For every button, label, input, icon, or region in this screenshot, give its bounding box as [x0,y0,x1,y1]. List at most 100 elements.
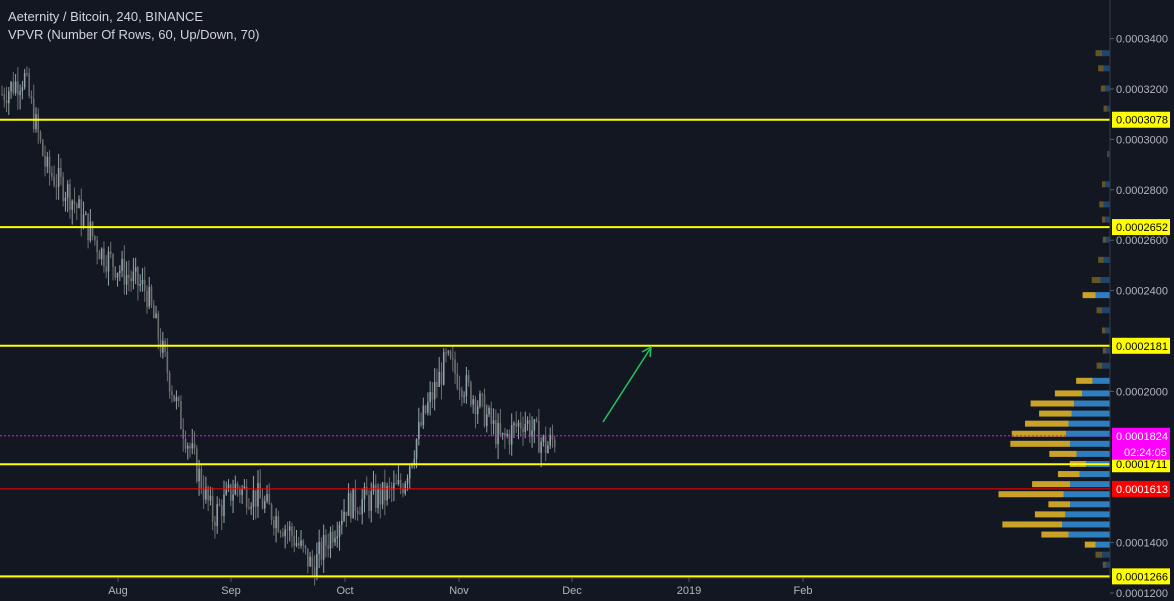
candle-140 [318,529,320,569]
vp-row-down-10 [1091,277,1101,284]
candle-202 [458,375,461,400]
candle-64 [146,285,148,314]
candle-102 [232,479,234,514]
current-price-tag: 0.0001824 02:24:05 [1112,427,1170,460]
level-tag-1: 0.0002652 [1112,219,1170,236]
candle-195 [442,348,445,386]
vp-row-up-11 [1095,292,1110,299]
candle-127 [288,520,291,542]
candle-152 [345,511,348,528]
time-axis[interactable]: Aug Sep Oct Nov Dec 2019 Feb [0,577,1110,597]
candle-21 [48,150,51,186]
candle-26 [60,158,62,186]
candle-159 [361,488,363,525]
candle-33 [75,202,78,221]
x-tick-labels: Aug Sep Oct Nov Dec 2019 Feb [108,578,812,597]
candle-142 [322,524,325,573]
candle-108 [245,479,248,515]
svg-text:0.0001824: 0.0001824 [1116,431,1168,443]
candle-198 [449,349,452,360]
candle-89 [202,475,205,509]
candle-230 [522,416,524,446]
x-tick-2019: 2019 [677,585,701,597]
candle-115 [261,488,264,510]
level-tag-3: 0.0001711 [1112,456,1170,473]
candle-9 [21,80,24,100]
candle-121 [275,508,277,543]
candle-76 [173,394,175,403]
candle-231 [524,411,527,439]
level-tag-2: 0.0002181 [1112,337,1170,354]
candle-177 [402,483,404,498]
candle-221 [501,432,504,440]
candle-5 [12,71,15,96]
candle-199 [451,345,454,372]
candle-203 [461,386,463,406]
candle-36 [82,201,85,230]
green-up-arrow[interactable] [602,345,652,423]
candle-201 [456,362,459,391]
horizontal-levels[interactable] [0,118,1110,578]
candle-180 [408,464,411,489]
svg-text:0.0003078: 0.0003078 [1116,115,1168,127]
candle-11 [26,66,28,77]
candle-24 [55,173,58,200]
vp-row-down-32 [1084,541,1096,548]
candle-67 [152,300,155,319]
candle-81 [184,430,187,453]
indicator-legend[interactable]: VPVR (Number Of Rows, 60, Up/Down, 70) [8,27,260,42]
price-axis[interactable]: 0.0003400 0.0003200 0.0003000 0.0002800 0.00… [1109,0,1168,600]
candle-22 [51,166,53,181]
vp-row-up-23 [1076,450,1110,457]
vp-row-up-19 [1071,410,1110,417]
x-tick-Nov: Nov [449,585,469,597]
candle-0 [1,85,3,97]
vp-row-down-5 [1101,181,1106,188]
vp-row-up-30 [1062,521,1110,528]
symbol-title[interactable]: Aeternity / Bitcoin, 240, BINANCE [8,9,204,24]
vp-row-up-28 [1070,501,1110,508]
candle-110 [250,502,252,515]
candle-170 [386,482,388,506]
vp-row-up-7 [1105,216,1110,223]
level-tag-0: 0.0003078 [1112,111,1170,128]
candle-92 [209,486,212,506]
candle-46 [105,255,108,279]
candle-133 [302,539,305,553]
candle-18 [41,138,44,157]
candle-1 [3,87,6,108]
candle-215 [488,405,490,418]
vp-row-down-34 [1102,561,1107,568]
candle-190 [431,382,434,409]
vp-row-up-18 [1074,400,1110,407]
y-tick-7: 0.0001400 [1116,538,1168,550]
candle-112 [254,490,257,520]
svg-text:0.0001266: 0.0001266 [1116,571,1168,583]
candle-216 [490,401,493,437]
vp-row-up-12 [1102,307,1110,314]
candle-156 [354,479,357,521]
svg-text:0.0001613: 0.0001613 [1116,484,1168,496]
candle-183 [415,438,418,469]
candle-66 [150,284,153,308]
candle-122 [277,510,280,534]
candle-228 [517,419,520,440]
candle-193 [438,357,441,387]
candle-69 [157,310,160,350]
vp-row-down-19 [1039,410,1072,417]
candle-168 [381,482,384,510]
candle-34 [78,195,80,209]
x-tick-Aug: Aug [108,585,128,597]
vp-row-up-15 [1102,362,1110,369]
candle-83 [189,442,191,458]
candle-25 [57,153,60,200]
vp-row-down-9 [1098,256,1104,263]
candle-58 [132,257,135,290]
candle-45 [103,241,105,273]
candle-27 [62,172,64,207]
candle-150 [340,509,343,535]
candle-209 [474,395,477,429]
candle-186 [422,397,425,429]
candle-16 [37,108,40,144]
